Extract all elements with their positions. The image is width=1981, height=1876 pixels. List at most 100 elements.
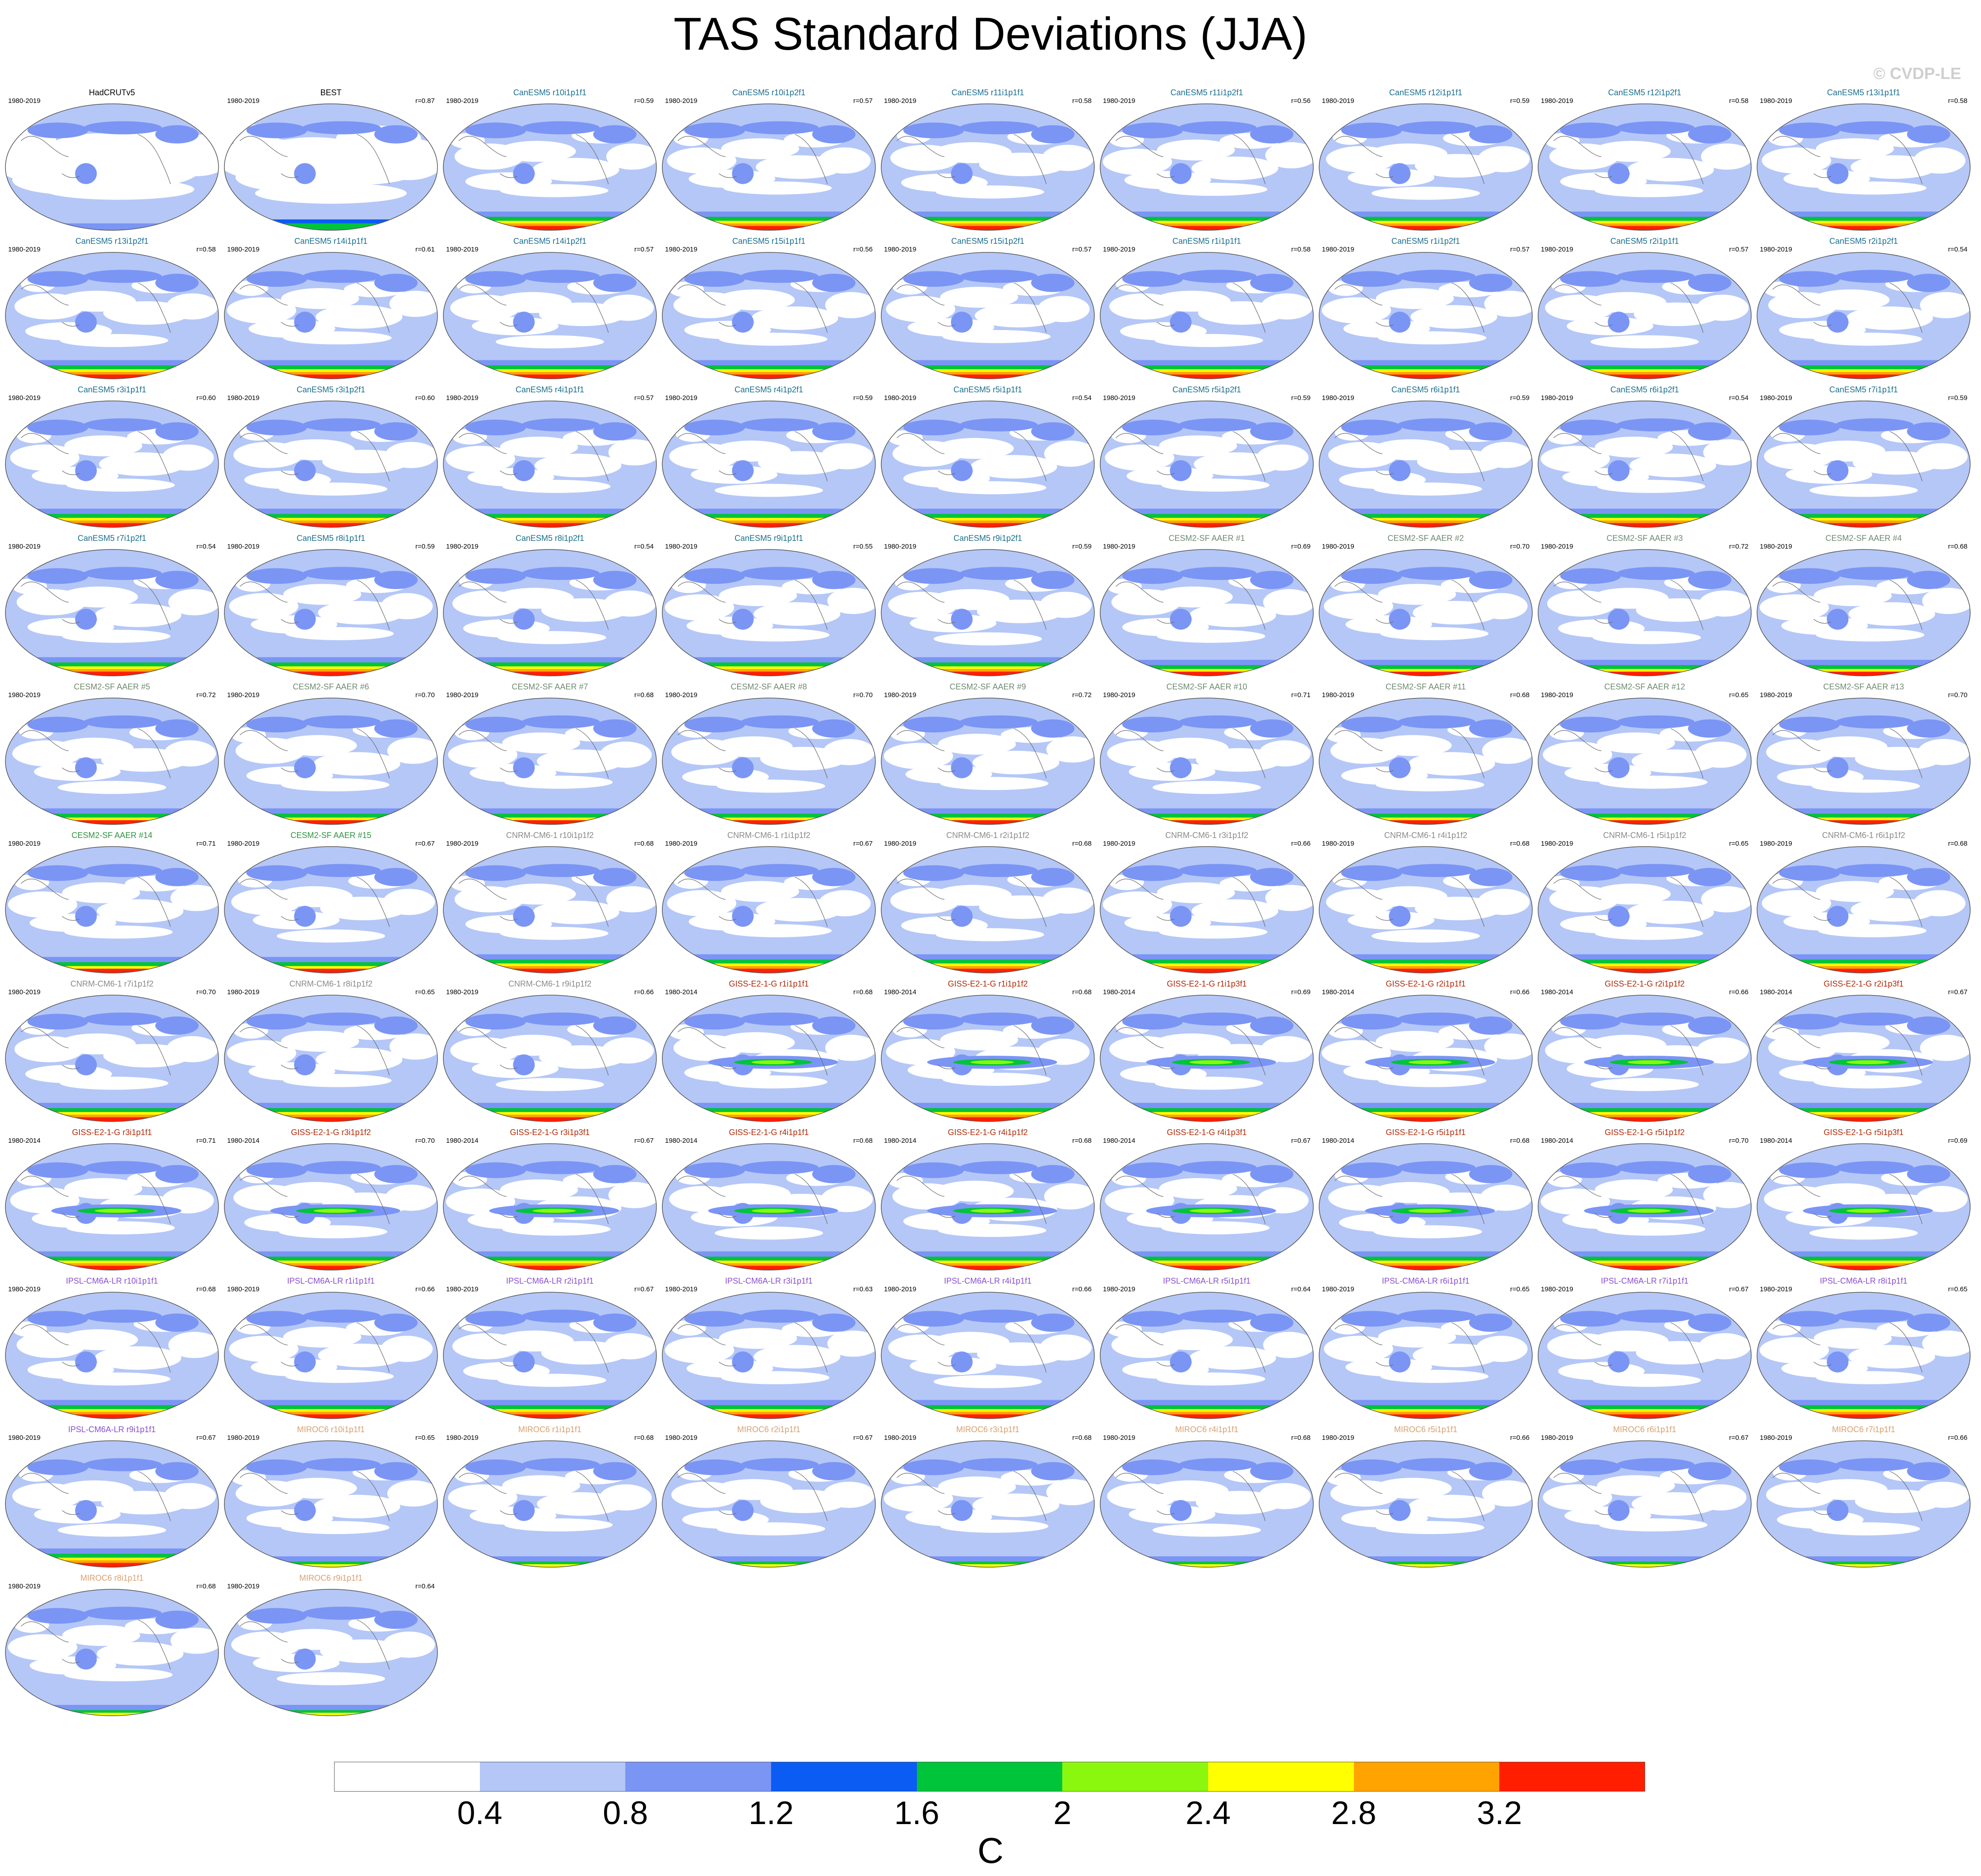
field-mid-patch: [1031, 274, 1074, 292]
field-mid-patch: [1389, 163, 1411, 184]
field-mid-patch: [1397, 270, 1476, 283]
field-low-patch: [1694, 1484, 1747, 1511]
map-82: [224, 1440, 438, 1568]
panel-years: 1980-2019: [8, 394, 41, 402]
field-low-patch: [1920, 292, 1970, 318]
panel-correlation: r=0.66: [634, 988, 654, 996]
panel-correlation: r=0.66: [415, 1285, 435, 1293]
panel-title: CESM2-SF AAER #8: [730, 682, 807, 691]
field-low-patch: [60, 587, 138, 608]
field-southern-band: [224, 374, 437, 379]
panel-title: CanESM5 r3i1p1f1: [77, 385, 147, 394]
map-outline: [662, 1292, 876, 1419]
map-outline: [662, 698, 876, 825]
panel-years: 1980-2019: [1103, 840, 1135, 847]
coastline: [458, 1173, 609, 1224]
field-mid-patch: [155, 868, 199, 886]
panel-33: CESM2-SF AAER #2 1980-2019 r=0.70: [1317, 534, 1534, 679]
field-low-patch: [446, 446, 516, 472]
field-mid-patch: [903, 717, 964, 733]
field-low-patch: [1816, 1371, 1925, 1384]
map-outline: [224, 103, 438, 231]
field-mid-patch: [812, 1313, 856, 1332]
panel-68: GISS-E2-1-G r4i1p3f1 1980-2014 r=0.67: [1098, 1128, 1315, 1273]
map-outline: [1757, 995, 1971, 1122]
coastline: [239, 579, 390, 630]
map-outline: [1538, 1292, 1752, 1419]
panel-correlation: r=0.68: [634, 1434, 654, 1442]
coastline: [458, 1322, 609, 1373]
panel-correlation: r=0.68: [1072, 988, 1092, 996]
panel-years: 1980-2014: [1760, 988, 1792, 996]
panel-correlation: r=0.71: [1291, 691, 1311, 699]
field-mid-patch: [27, 419, 88, 436]
field-southern-band: [224, 1414, 437, 1419]
field-low-patch: [1694, 741, 1747, 768]
field-mid-patch: [593, 719, 637, 738]
field-low-patch: [1540, 446, 1610, 472]
panel-years: 1980-2019: [8, 840, 41, 847]
field-mid-patch: [1560, 271, 1621, 287]
field-low-patch: [716, 1032, 795, 1053]
field-low-patch: [498, 141, 576, 162]
map-46: [224, 846, 438, 973]
field-low-patch: [608, 439, 656, 466]
field-low-patch: [1263, 1331, 1313, 1358]
field-low-patch: [1372, 186, 1480, 200]
panel-years: 1980-2019: [1541, 394, 1573, 402]
panel-47: CNRM-CM6-1 r10i1p1f2 1980-2019 r=0.68: [442, 831, 658, 976]
panel-63: GISS-E2-1-G r3i1p1f1 1980-2014 r=0.71: [4, 1128, 220, 1273]
map-outline: [443, 1440, 657, 1568]
field-enso-band: [970, 1209, 1014, 1213]
panel-81: IPSL-CM6A-LR r9i1p1f1 1980-2019 r=0.67: [4, 1425, 220, 1570]
panel-title: CanESM5 r9i1p2f1: [953, 534, 1023, 543]
field-mid-patch: [1469, 422, 1512, 441]
field-mid-patch: [732, 163, 754, 184]
panel-title: BEST: [320, 88, 342, 97]
map-outline: [1319, 995, 1533, 1122]
field-low-patch: [719, 1328, 797, 1349]
panel-years: 1980-2014: [1760, 1137, 1792, 1145]
map-outline: [1757, 400, 1971, 528]
field-low-patch: [504, 775, 613, 789]
map-outline: [443, 1292, 657, 1419]
field-mid-patch: [684, 419, 745, 436]
map-19: [224, 400, 438, 528]
map-outline: [1319, 252, 1533, 379]
field-mid-patch: [1397, 1161, 1476, 1174]
field-mid-patch: [1170, 1500, 1192, 1521]
field-low-patch: [1482, 1480, 1532, 1507]
panel-years: 1980-2019: [1541, 1434, 1573, 1442]
coastline: [458, 728, 609, 778]
panel-84: MIROC6 r2i1p1f1 1980-2019 r=0.67: [660, 1425, 877, 1570]
panel-18: CanESM5 r3i1p1f1 1980-2019 r=0.60: [4, 385, 220, 531]
field-low-patch: [1107, 1321, 1142, 1337]
field-mid-patch: [1122, 717, 1183, 733]
panel-years: 1980-2019: [1103, 97, 1135, 105]
field-low-patch: [1846, 306, 1933, 330]
field-southern-band: [881, 226, 1094, 230]
map-outline: [224, 1143, 438, 1271]
field-mid-patch: [155, 571, 199, 589]
coastline: [896, 579, 1047, 630]
field-mid-patch: [1469, 1016, 1512, 1035]
field-mid-patch: [1031, 1462, 1074, 1480]
map-outline: [224, 1589, 438, 1716]
panel-years: 1980-2019: [665, 543, 698, 550]
panel-years: 1980-2014: [665, 988, 698, 996]
field-mid-patch: [903, 1014, 964, 1030]
panel-years: 1980-2019: [446, 1434, 479, 1442]
field-mid-patch: [903, 122, 964, 139]
panel-years: 1980-2019: [1760, 97, 1792, 105]
panel-title: CanESM5 r6i1p2f1: [1610, 385, 1679, 394]
field-mid-patch: [959, 715, 1038, 729]
field-mid-patch: [1608, 906, 1630, 927]
map-outline: [224, 252, 438, 379]
field-mid-patch: [27, 1608, 88, 1624]
panel-title: CESM2-SF AAER #15: [290, 831, 372, 840]
field-low-patch: [1376, 288, 1454, 309]
panel-57: GISS-E2-1-G r1i1p1f1 1980-2014 r=0.68: [660, 979, 877, 1125]
field-mid-patch: [1389, 757, 1411, 778]
field-southern-band: [5, 671, 219, 676]
field-low-patch: [164, 1483, 216, 1509]
